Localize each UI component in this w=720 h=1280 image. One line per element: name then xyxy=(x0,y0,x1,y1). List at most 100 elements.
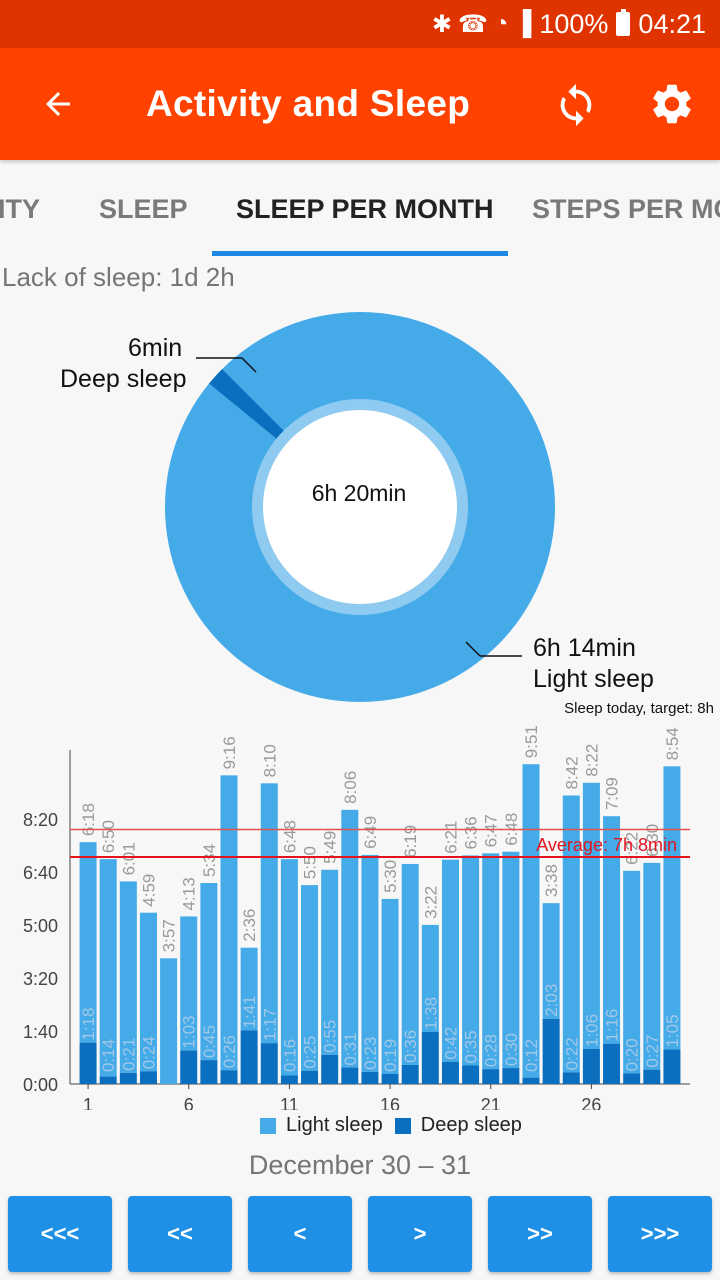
bar-deep xyxy=(79,1042,97,1084)
next-button[interactable]: > xyxy=(368,1196,472,1272)
bar-light-label: 5:49 xyxy=(321,831,340,864)
clock: 04:21 xyxy=(638,8,706,39)
light-leader-line xyxy=(465,641,481,657)
tab-activity[interactable]: ITY xyxy=(0,194,41,224)
bar-deep-label: 1:18 xyxy=(79,1008,98,1041)
bar-deep xyxy=(180,1050,198,1084)
bar-light-label: 9:16 xyxy=(220,736,239,769)
bar-deep xyxy=(361,1071,379,1084)
bar-light-label: 9:51 xyxy=(522,725,541,758)
bar-light-label: 6:49 xyxy=(361,816,380,849)
bar-light xyxy=(441,859,459,1062)
bar-light-label: 6:48 xyxy=(280,820,299,853)
bar-light xyxy=(643,862,661,1070)
bar-light xyxy=(321,869,339,1055)
bar-deep-label: 0:20 xyxy=(623,1038,642,1071)
donut-center-total: 6h 20min xyxy=(311,480,407,506)
bar-light xyxy=(502,851,520,1069)
date-range: December 30 – 31 xyxy=(248,1150,472,1180)
bar-deep xyxy=(139,1071,157,1084)
bar-deep xyxy=(301,1070,319,1084)
chart-legend: Light sleep Deep sleep xyxy=(260,1114,522,1137)
bluetooth-icon: ✱ xyxy=(431,10,452,38)
bar-light-label: 7:09 xyxy=(603,777,622,810)
battery-icon xyxy=(616,9,631,36)
bar-light-label: 6:36 xyxy=(462,816,481,849)
bar-deep xyxy=(522,1077,540,1084)
tab-sleep-per-month[interactable]: SLEEP PER MONTH xyxy=(236,194,494,224)
bar-deep-label: 0:36 xyxy=(401,1030,420,1063)
previous-button[interactable]: < xyxy=(248,1196,352,1272)
bar-deep-label: 0:26 xyxy=(220,1035,239,1068)
y-tick-label: 5:00 xyxy=(23,916,58,936)
sleep-donut-chart xyxy=(165,312,555,702)
y-tick-label: 6:40 xyxy=(23,863,58,883)
refresh-button[interactable] xyxy=(553,82,599,128)
legend-light: Light sleep xyxy=(260,1114,383,1137)
average-label: Average: 7h 8min xyxy=(536,835,677,855)
deep-sleep-label: Deep sleep xyxy=(60,365,187,393)
bar-deep-label: 1:41 xyxy=(240,995,259,1028)
bar-deep-label: 0:55 xyxy=(321,1020,340,1053)
first-period-button[interactable]: <<< xyxy=(8,1196,112,1272)
last-period-button[interactable]: >>> xyxy=(608,1196,712,1272)
wifi-icon: ◔ xyxy=(493,10,509,37)
bar-deep-label: 0:21 xyxy=(119,1038,138,1071)
bar-light xyxy=(240,947,258,1031)
bar-deep-label: 0:19 xyxy=(381,1039,400,1072)
x-tick-label: 1 xyxy=(83,1095,93,1110)
bar-deep-label: 1:06 xyxy=(582,1014,601,1047)
bar-deep-label: 0:27 xyxy=(643,1035,662,1068)
bar-light-label: 3:38 xyxy=(542,864,561,897)
back-many-button[interactable]: << xyxy=(128,1196,232,1272)
bar-light xyxy=(200,883,218,1061)
bar-light-label: 6:30 xyxy=(643,824,662,857)
bar-light xyxy=(220,775,238,1071)
bar-deep xyxy=(623,1073,641,1084)
y-tick-label: 1:40 xyxy=(23,1022,58,1042)
legend-deep-swatch xyxy=(394,1117,411,1134)
bar-light xyxy=(421,924,439,1033)
y-tick-label: 0:00 xyxy=(23,1075,58,1095)
bar-light-label: 5:50 xyxy=(301,846,320,879)
back-button[interactable] xyxy=(36,82,80,126)
bar-deep xyxy=(280,1075,298,1084)
legend-light-swatch xyxy=(260,1117,276,1134)
battery-percent: 100% xyxy=(539,8,609,39)
legend-deep-label: Deep sleep xyxy=(420,1114,522,1136)
bar-light xyxy=(663,766,681,1050)
bar-deep xyxy=(663,1049,681,1084)
target-note: Sleep today, target: 8h xyxy=(564,700,714,717)
bar-light-label: 4:59 xyxy=(139,874,158,907)
bar-deep xyxy=(482,1069,500,1084)
bar-light-label: 5:34 xyxy=(200,844,219,877)
bar-light xyxy=(119,881,137,1073)
bar-deep xyxy=(542,1018,560,1084)
bar-light xyxy=(280,859,298,1076)
bar-light-label: 6:21 xyxy=(441,821,460,854)
x-tick-label: 6 xyxy=(184,1095,194,1110)
bar-deep-label: 1:17 xyxy=(260,1008,279,1041)
x-tick-label: 11 xyxy=(280,1095,299,1110)
tab-steps-per-month[interactable]: STEPS PER MO xyxy=(532,194,720,224)
tab-sleep[interactable]: SLEEP xyxy=(99,194,188,224)
bar-deep xyxy=(603,1043,621,1084)
forward-many-button[interactable]: >> xyxy=(488,1196,592,1272)
donut-hole xyxy=(263,410,457,604)
tab-indicator xyxy=(212,251,508,256)
bar-deep-label: 0:14 xyxy=(99,1039,118,1072)
bar-light-label: 6:47 xyxy=(482,814,501,847)
signal-icon: ▐ xyxy=(514,10,532,37)
monthly-sleep-bar-chart: 0:00 1:40 3:20 5:00 6:40 8:20 6:18 1:18 6:50 0:14… xyxy=(23,725,690,1110)
bar-deep xyxy=(643,1069,661,1084)
page-title: Activity and Sleep xyxy=(146,83,471,124)
bar-deep xyxy=(421,1032,439,1084)
arrow-back-icon xyxy=(46,92,70,116)
bar-deep xyxy=(119,1072,137,1084)
bar-deep-label: 1:38 xyxy=(421,997,440,1030)
bar-light xyxy=(139,912,157,1072)
settings-button[interactable] xyxy=(648,80,696,128)
bar-light xyxy=(79,842,97,1043)
bar-deep xyxy=(562,1072,580,1084)
bar-deep xyxy=(99,1076,117,1084)
